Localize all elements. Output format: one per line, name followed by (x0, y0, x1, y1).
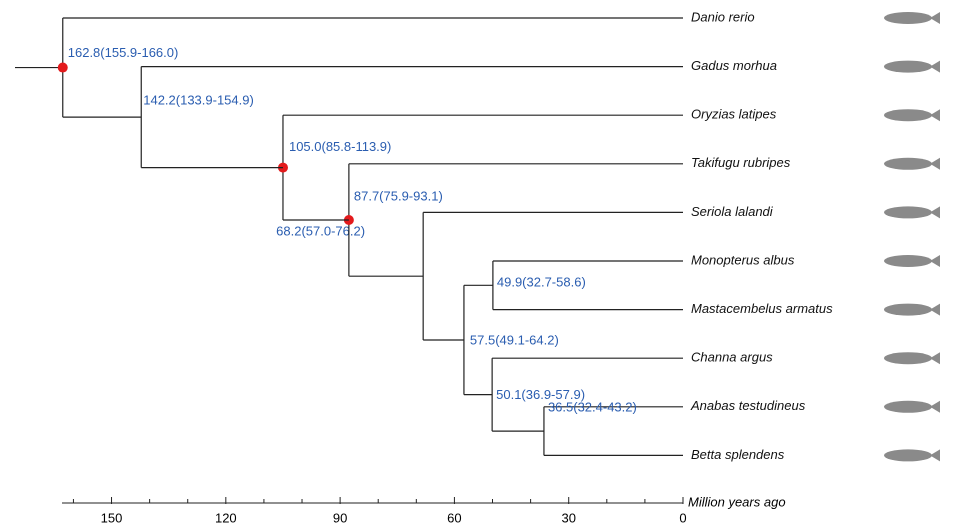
fish-tail (930, 304, 940, 316)
species-label: Channa argus (691, 350, 773, 365)
node-label: 68.2(57.0-76.2) (276, 224, 365, 239)
fish-body (884, 352, 932, 364)
fish-icon (884, 158, 940, 170)
tick-label: 150 (101, 510, 123, 524)
species-label: Oryzias latipes (691, 107, 777, 122)
calibration-point (58, 63, 68, 73)
fish-body (884, 401, 932, 413)
fish-body (884, 109, 932, 121)
node-label: 50.1(36.9-57.9) (496, 387, 585, 402)
fish-tail (930, 401, 940, 413)
fish-icon (884, 206, 940, 218)
node-label: 105.0(85.8-113.9) (289, 139, 391, 154)
species-label: Mastacembelus armatus (691, 301, 833, 316)
tick-label: 30 (561, 510, 575, 524)
node-label: 57.5(49.1-64.2) (470, 332, 559, 347)
fish-body (884, 449, 932, 461)
species-label: Gadus morhua (691, 58, 777, 73)
axis-title: Million years ago (688, 494, 786, 509)
node-label: 142.2(133.9-154.9) (143, 93, 254, 108)
species-label: Danio rerio (691, 9, 755, 24)
fish-tail (930, 12, 940, 24)
fish-icon (884, 255, 940, 267)
fish-icon (884, 109, 940, 121)
phylogeny: Million years ago 150 120 90 60 30 0 Monopteru… (0, 0, 964, 524)
fish-body (884, 12, 932, 24)
species-label: Betta splendens (691, 447, 785, 462)
fish-tail (930, 255, 940, 267)
fish-body (884, 255, 932, 267)
fish-tail (930, 206, 940, 218)
species-label: Monopterus albus (691, 252, 795, 267)
tick-label: 60 (447, 510, 461, 524)
node-label: 49.9(32.7-58.6) (497, 275, 586, 290)
fish-tail (930, 61, 940, 73)
fish-tail (930, 109, 940, 121)
fish-body (884, 206, 932, 218)
species-label: Seriola lalandi (691, 204, 774, 219)
species-label: Anabas testudineus (690, 398, 806, 413)
species-label: Takifugu rubripes (691, 155, 791, 170)
fish-body (884, 61, 932, 73)
fish-icon (884, 12, 940, 24)
tick-label: 90 (333, 510, 347, 524)
fish-body (884, 158, 932, 170)
fish-icon (884, 352, 940, 364)
tick-label: 120 (215, 510, 237, 524)
fish-tail (930, 352, 940, 364)
fish-icon (884, 401, 940, 413)
fish-icon (884, 304, 940, 316)
fish-icon (884, 61, 940, 73)
node-label: 87.7(75.9-93.1) (354, 188, 443, 203)
fish-body (884, 304, 932, 316)
fish-tail (930, 449, 940, 461)
tick-label: 0 (679, 510, 686, 524)
fish-icon (884, 449, 940, 461)
node-label: 162.8(155.9-166.0) (68, 45, 179, 60)
fish-tail (930, 158, 940, 170)
